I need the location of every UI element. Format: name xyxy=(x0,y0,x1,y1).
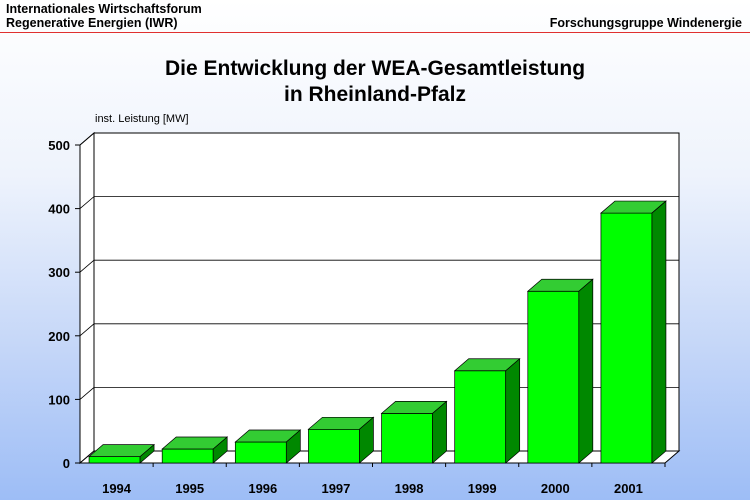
header-divider xyxy=(0,32,750,33)
bar-front xyxy=(308,428,360,464)
organization-name-line2: Regenerative Energien (IWR) xyxy=(6,16,178,30)
bar-front xyxy=(454,370,507,464)
bar-front xyxy=(600,212,653,464)
y-tick-label: 500 xyxy=(48,138,70,153)
bar-front xyxy=(88,456,141,464)
x-tick-label: 1994 xyxy=(102,481,132,496)
bar-side xyxy=(505,358,521,464)
bar-front xyxy=(161,448,214,464)
y-tick-label: 100 xyxy=(48,392,70,407)
chart-title-line2: in Rheinland-Pfalz xyxy=(283,83,466,106)
y-tick-label: 400 xyxy=(48,202,70,217)
y-tick-label: 200 xyxy=(48,329,70,344)
bar-side xyxy=(432,400,447,464)
bar-side xyxy=(578,278,594,464)
y-tick-label: 0 xyxy=(63,456,70,471)
y-tick-label: 300 xyxy=(48,265,70,280)
chart-side-wall xyxy=(79,131,95,465)
gridline xyxy=(79,132,679,146)
bar-front xyxy=(381,413,433,464)
y-axis-label: inst. Leistung [MW] xyxy=(95,113,189,125)
gridline xyxy=(79,196,679,209)
x-tick-label: 1997 xyxy=(321,481,350,496)
gridline xyxy=(79,323,679,337)
chart-title: Die Entwicklung der WEA-Gesamtleistung i… xyxy=(0,56,750,108)
bar-side xyxy=(359,416,374,464)
bar-side xyxy=(285,429,301,464)
x-tick-label: 1996 xyxy=(248,481,277,496)
x-tick-label: 1998 xyxy=(395,481,424,496)
x-tick-label: 2001 xyxy=(614,481,643,496)
bar-front xyxy=(234,441,287,464)
bar-front xyxy=(527,290,580,464)
bar-side xyxy=(651,200,667,464)
x-tick-label: 1995 xyxy=(175,481,204,496)
bar-side xyxy=(139,443,155,464)
gridline xyxy=(79,259,679,273)
x-tick-label: 1999 xyxy=(468,481,497,496)
chart-title-line1: Die Entwicklung der WEA-Gesamtleistung xyxy=(164,57,586,80)
research-group-name: Forschungsgruppe Windenergie xyxy=(549,16,742,30)
bar-side xyxy=(212,436,228,464)
x-tick-label: 2000 xyxy=(541,481,570,496)
organization-name-line1: Internationales Wirtschaftsforum xyxy=(6,2,202,16)
